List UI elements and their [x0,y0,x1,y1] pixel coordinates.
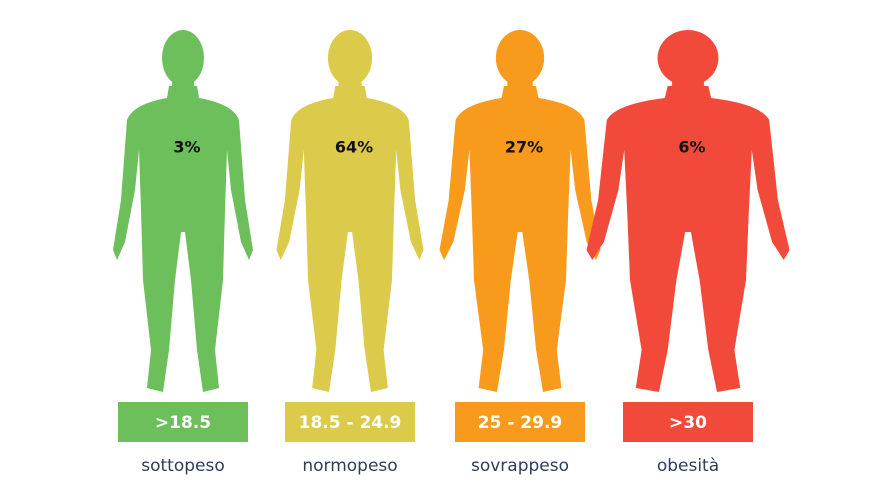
category-label: obesità [657,456,719,476]
percent-label: 27% [505,138,543,157]
range-label: 18.5 - 24.9 [299,413,402,433]
category-label: normopeso [302,456,397,476]
silhouette [586,30,790,392]
percent-label: 64% [335,138,373,157]
silhouette [439,30,601,392]
range-label: >30 [669,413,707,433]
range-box [623,402,753,442]
silhouette [276,30,424,392]
range-box [285,402,415,442]
range-box [118,402,248,442]
range-label: 25 - 29.9 [478,413,563,433]
range-label: >18.5 [155,413,211,433]
percent-label: 6% [678,138,705,157]
category-label: sovrappeso [471,456,569,476]
category-label: sottopeso [141,456,225,476]
range-box [455,402,585,442]
percent-label: 3% [173,138,200,157]
silhouette [113,30,253,392]
